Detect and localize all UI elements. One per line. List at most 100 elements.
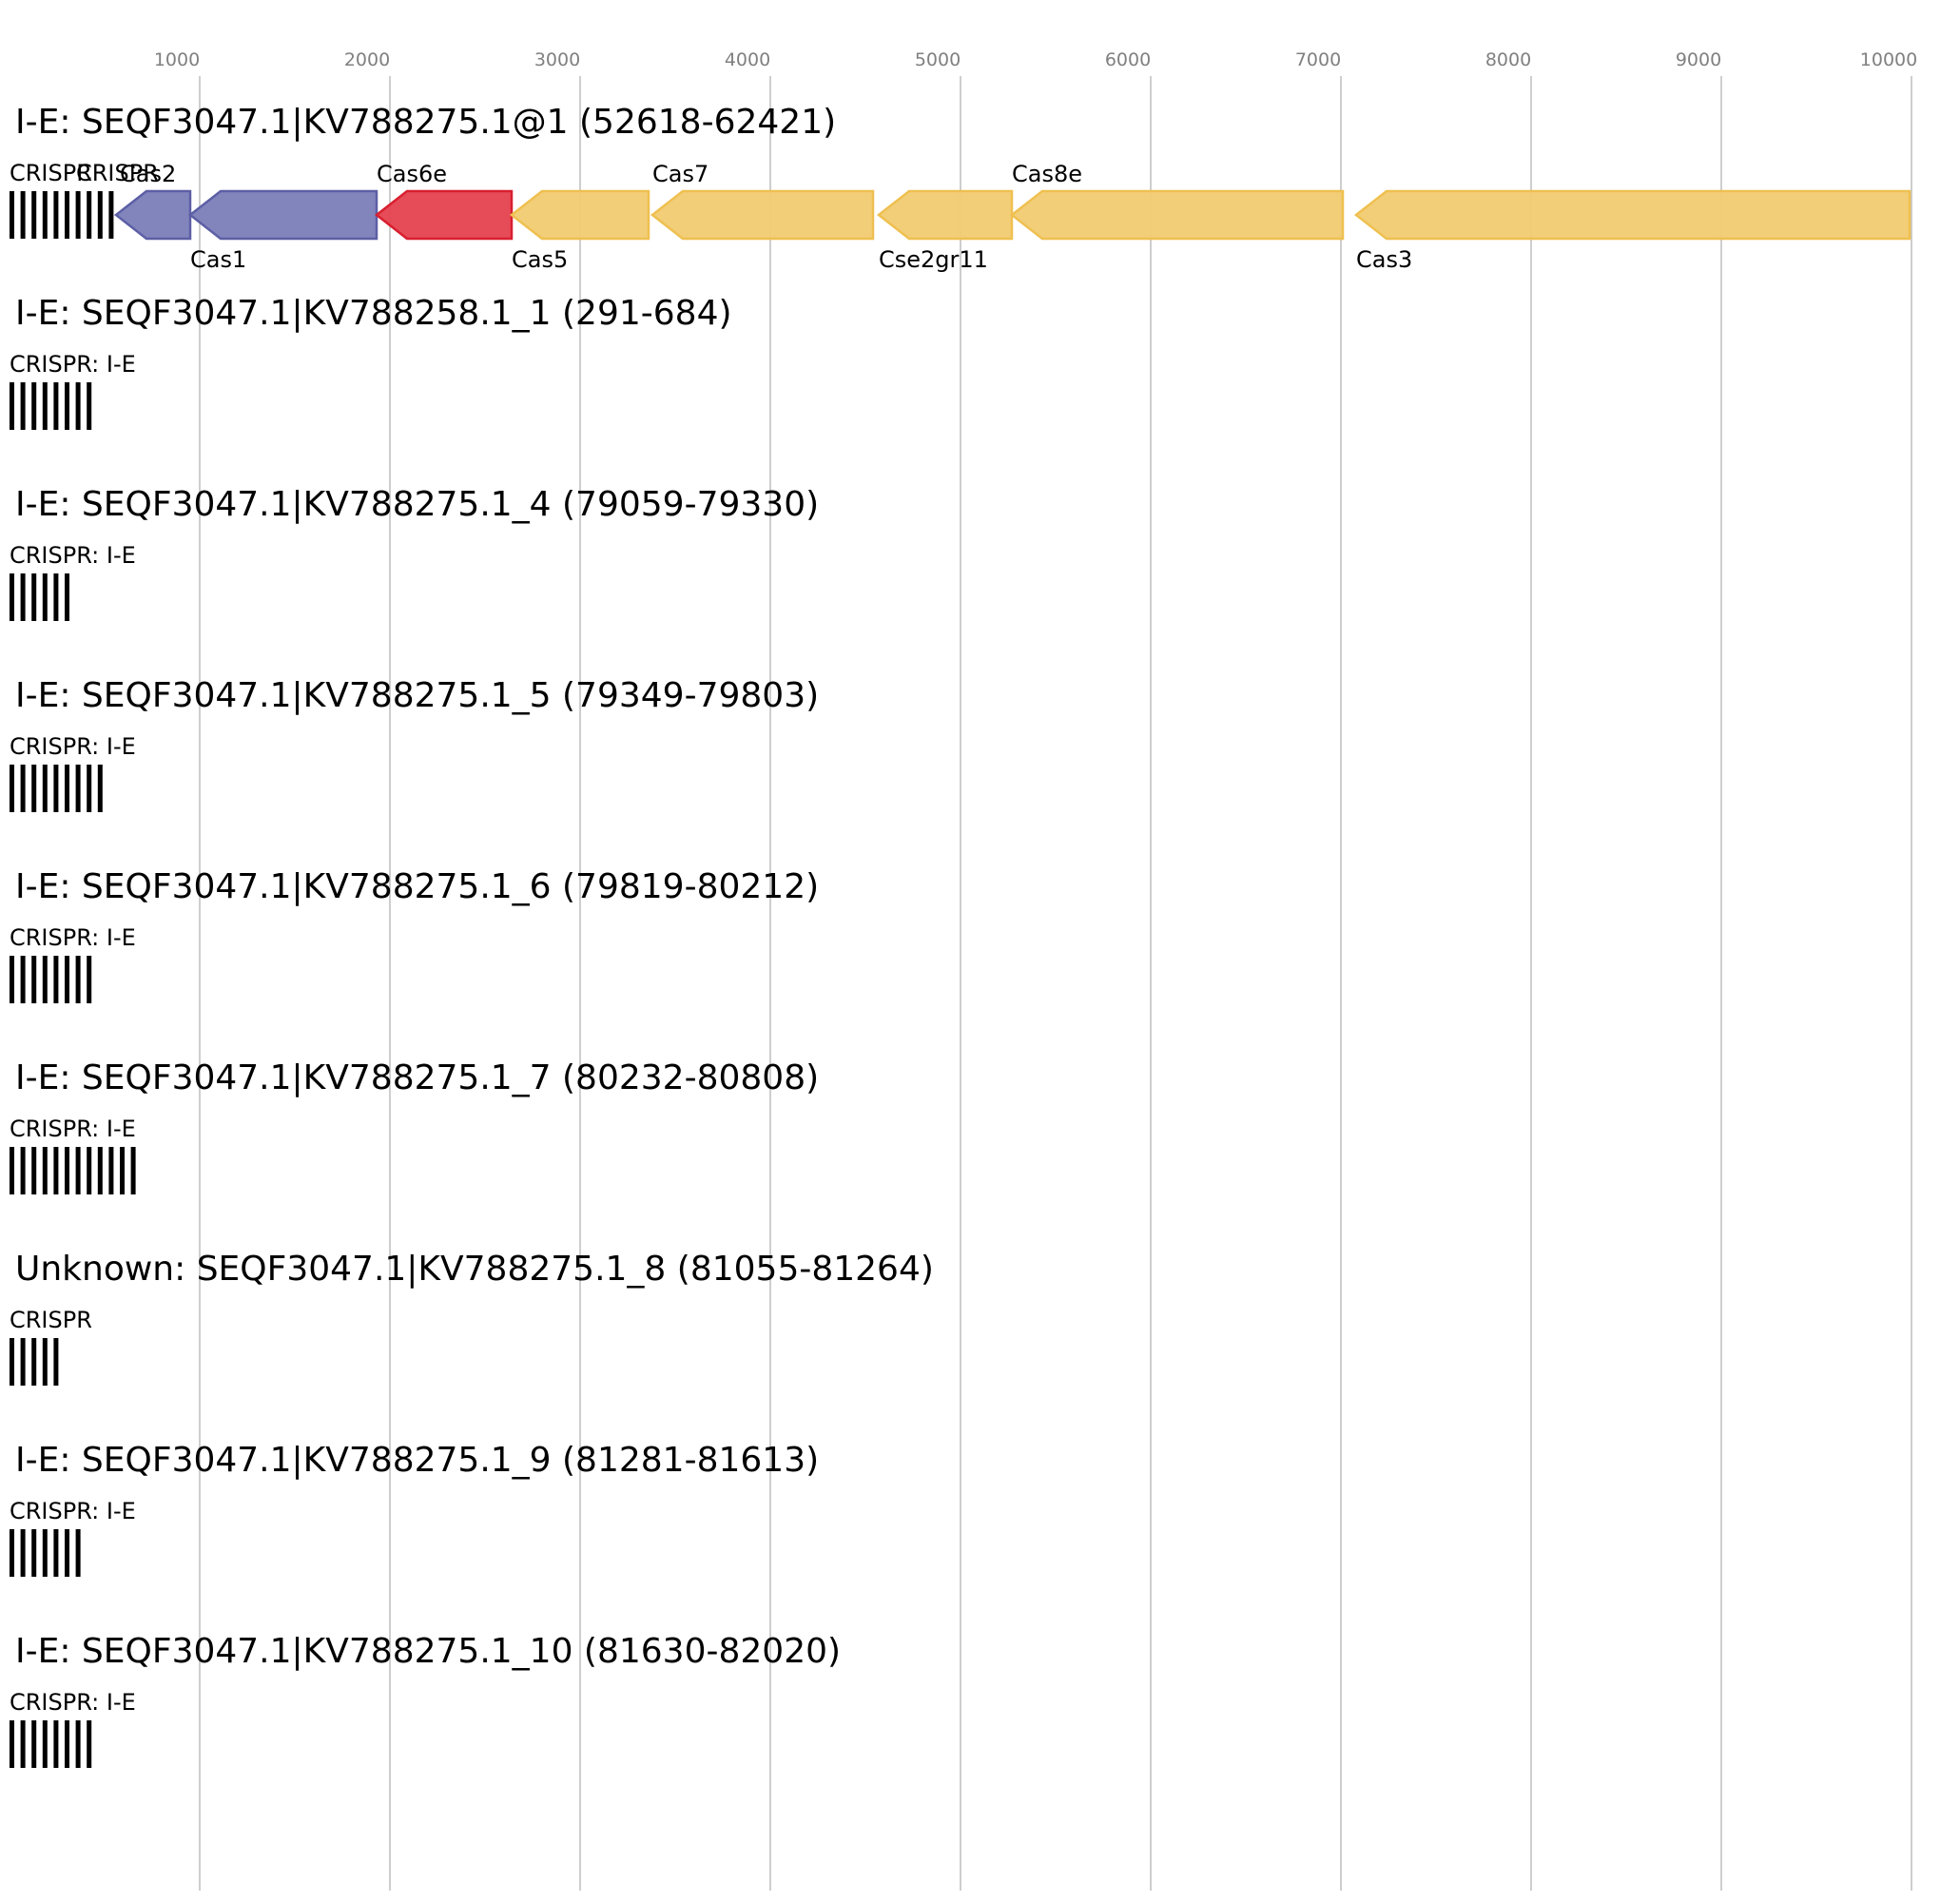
crispr-repeat xyxy=(10,573,14,621)
grid-lines xyxy=(199,76,1912,1891)
crispr-array xyxy=(10,1720,92,1768)
track-title: I-E: SEQF3047.1|KV788275.1_6 (79819-8021… xyxy=(15,867,819,906)
crispr-repeat xyxy=(108,191,114,239)
gene-arrow-cas7 xyxy=(650,189,875,241)
crispr-repeat xyxy=(20,191,26,239)
gene-arrow-cas6e xyxy=(374,189,514,241)
gene-arrow-cas1 xyxy=(187,189,378,241)
crispr-repeat xyxy=(31,1720,37,1768)
crispr-repeat xyxy=(53,956,59,1003)
crispr-repeat xyxy=(87,1147,92,1194)
crispr-repeat xyxy=(31,765,37,812)
tick-label: 4000 xyxy=(725,49,770,70)
gene-label: Cas5 xyxy=(512,246,568,273)
gene-label: Cas3 xyxy=(1356,246,1412,273)
x-axis-ticks: 1000 2000 3000 4000 5000 6000 7000 8000 9000 1000… xyxy=(154,49,1917,70)
crispr-repeat xyxy=(65,1147,69,1194)
locus-track: I-E: SEQF3047.1|KV788275.1_7 (80232-8080… xyxy=(10,1058,819,1194)
crispr-repeat xyxy=(42,1147,48,1194)
crispr-repeat xyxy=(87,382,92,430)
crispr-label: CRISPR: I-E xyxy=(10,1498,136,1524)
crispr-repeat xyxy=(65,382,69,430)
crispr-repeat xyxy=(10,191,14,239)
locus-track: I-E: SEQF3047.1|KV788258.1_1 (291-684) CR… xyxy=(10,294,732,430)
crispr-label: CRISPR xyxy=(76,160,159,186)
crispr-repeat xyxy=(20,1720,26,1768)
crispr-repeat xyxy=(20,765,26,812)
crispr-array xyxy=(10,956,92,1003)
tick-label: 1000 xyxy=(154,49,200,70)
tick-label: 8000 xyxy=(1485,49,1531,70)
locus-track: I-E: SEQF3047.1|KV788275.1_4 (79059-7933… xyxy=(10,485,819,621)
crispr-repeat xyxy=(75,1529,81,1577)
crispr-repeat xyxy=(75,765,81,812)
crispr-repeat xyxy=(10,1529,14,1577)
crispr-array xyxy=(10,1529,81,1577)
crispr-repeat xyxy=(87,765,92,812)
track-title: I-E: SEQF3047.1|KV788275.1_4 (79059-7933… xyxy=(15,485,819,524)
crispr-repeat xyxy=(10,1720,14,1768)
tick-label: 7000 xyxy=(1295,49,1341,70)
crispr-repeat xyxy=(20,1338,26,1386)
crispr-repeat xyxy=(42,956,48,1003)
gene-label: Cas7 xyxy=(652,161,708,187)
crispr-array xyxy=(10,1147,136,1194)
crispr-repeat xyxy=(65,573,69,621)
crispr-label: CRISPR: I-E xyxy=(10,351,136,378)
crispr-label: CRISPR: I-E xyxy=(10,542,136,569)
locus-tracks: I-E: SEQF3047.1|KV788275.1@1 (52618-6242… xyxy=(10,103,1911,1768)
crispr-repeat xyxy=(10,1147,14,1194)
crispr-array xyxy=(10,382,92,430)
track-title: Unknown: SEQF3047.1|KV788275.1_8 (81055-… xyxy=(15,1250,934,1289)
crispr-repeat xyxy=(31,956,37,1003)
crispr-repeat xyxy=(42,1720,48,1768)
crispr-repeat xyxy=(65,1720,69,1768)
locus-track: I-E: SEQF3047.1|KV788275.1_6 (79819-8021… xyxy=(10,867,819,1003)
crispr-repeat xyxy=(42,1529,48,1577)
gene-label: Cas6e xyxy=(377,161,447,187)
crispr-repeat xyxy=(53,382,59,430)
tick-label: 3000 xyxy=(534,49,580,70)
locus-track: Unknown: SEQF3047.1|KV788275.1_8 (81055-… xyxy=(10,1250,934,1386)
crispr-repeat xyxy=(53,1529,59,1577)
crispr-repeat xyxy=(120,1147,125,1194)
crispr-array xyxy=(10,573,69,621)
tick-label: 6000 xyxy=(1105,49,1151,70)
crispr-repeat xyxy=(87,1720,92,1768)
crispr-repeat xyxy=(108,1147,114,1194)
crispr-repeat xyxy=(42,191,48,239)
crispr-label: CRISPR: I-E xyxy=(10,924,136,951)
crispr-repeat xyxy=(10,1338,14,1386)
crispr-label: CRISPR xyxy=(10,160,92,186)
tick-label: 9000 xyxy=(1676,49,1721,70)
crispr-repeat xyxy=(20,956,26,1003)
crispr-repeat xyxy=(20,573,26,621)
gene-arrow-cse2gr11 xyxy=(876,189,1014,241)
crispr-repeat xyxy=(87,956,92,1003)
track-title: I-E: SEQF3047.1|KV788275.1_10 (81630-820… xyxy=(15,1632,841,1671)
crispr-repeat xyxy=(53,1720,59,1768)
crispr-repeat xyxy=(42,573,48,621)
crispr-repeat xyxy=(31,1338,37,1386)
crispr-repeat xyxy=(75,191,81,239)
crispr-repeat xyxy=(10,382,14,430)
gene-label: Cse2gr11 xyxy=(879,246,988,273)
tick-label: 10000 xyxy=(1860,49,1917,70)
crispr-repeat xyxy=(53,191,59,239)
track-title: I-E: SEQF3047.1|KV788258.1_1 (291-684) xyxy=(15,294,732,333)
track-title: I-E: SEQF3047.1|KV788275.1_7 (80232-8080… xyxy=(15,1058,819,1097)
track-title: I-E: SEQF3047.1|KV788275.1@1 (52618-6242… xyxy=(15,103,836,142)
gene-arrow-cas8e xyxy=(1009,189,1345,241)
crispr-repeat xyxy=(130,1147,136,1194)
crispr-repeat xyxy=(20,382,26,430)
crispr-repeat xyxy=(65,765,69,812)
gene-arrow-cas5 xyxy=(509,189,650,241)
tick-label: 5000 xyxy=(915,49,961,70)
gene-arrow-cas2 xyxy=(113,189,192,241)
crispr-array xyxy=(10,765,103,812)
crispr-label: CRISPR: I-E xyxy=(10,733,136,760)
crispr-repeat xyxy=(20,1147,26,1194)
crispr-array xyxy=(10,191,114,239)
crispr-repeat xyxy=(10,956,14,1003)
crispr-repeat xyxy=(31,191,37,239)
